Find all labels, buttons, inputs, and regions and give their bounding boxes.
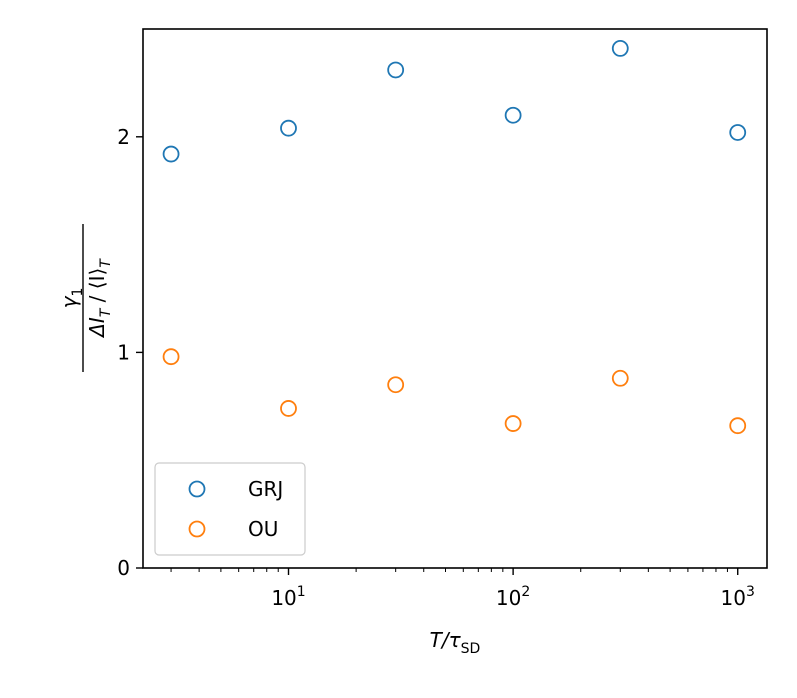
x-axis-label: T/τSD xyxy=(430,628,481,657)
legend-marker-ou xyxy=(188,520,206,538)
legend-box xyxy=(154,462,306,556)
y-tick-label: 1 xyxy=(117,340,130,364)
data-point-ou xyxy=(162,348,180,366)
x-tick-label: 102 xyxy=(496,584,530,610)
data-point-grj xyxy=(611,40,629,57)
y-axis-label: γ1 ΔIT / ⟨I⟩T xyxy=(57,224,114,372)
legend-label-grj: GRJ xyxy=(248,477,283,501)
legend-label-ou: OU xyxy=(248,517,278,541)
y-axis-ticks: 0 1 2 xyxy=(117,125,143,580)
data-point-grj xyxy=(504,106,522,124)
data-point-grj xyxy=(280,119,297,137)
plot-frame xyxy=(142,28,768,569)
y-label-denominator: ΔIT / ⟨I⟩T xyxy=(85,258,114,339)
data-points xyxy=(162,40,747,435)
data-point-ou xyxy=(504,415,522,432)
y-tick-label: 0 xyxy=(117,556,130,580)
y-label-numerator: γ1 xyxy=(57,288,86,309)
data-point-grj xyxy=(729,124,747,141)
data-point-ou xyxy=(280,400,297,417)
x-tick-label: 103 xyxy=(721,584,755,610)
x-axis-ticks: 101 102 103 xyxy=(271,568,755,610)
data-point-grj xyxy=(387,61,405,79)
data-point-ou xyxy=(729,417,747,435)
data-point-ou xyxy=(387,376,405,394)
x-tick-label: 101 xyxy=(271,584,305,610)
legend-marker-grj xyxy=(188,480,206,498)
y-tick-label: 2 xyxy=(117,125,130,149)
legend: GRJ OU xyxy=(154,462,306,556)
data-point-ou xyxy=(611,369,629,387)
data-point-grj xyxy=(162,145,180,163)
